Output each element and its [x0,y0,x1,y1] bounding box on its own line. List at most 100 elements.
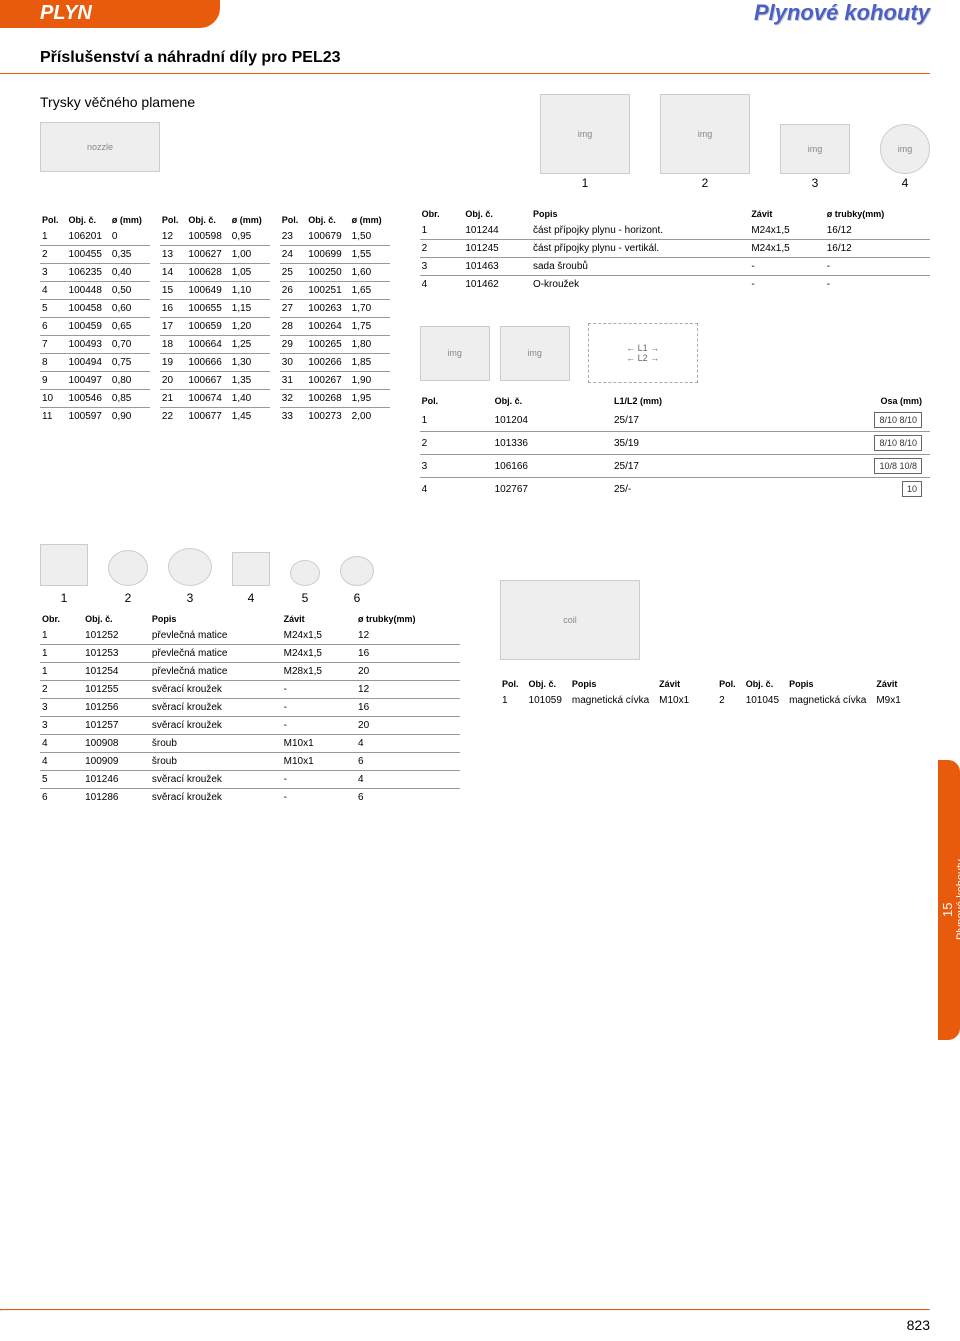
cell: 4 [40,753,83,771]
table-row: 1101244část přípojky plynu - horizont.M2… [420,222,930,240]
fitting-num: 2 [108,591,148,605]
side-tab-label: Plynové kohouty [955,860,960,941]
cell: 3 [420,455,493,478]
cell: 6 [356,789,460,807]
th-pol: Pol. [160,212,187,228]
cell: 12 [356,681,460,699]
cell: 100546 [67,390,110,408]
cell: 25/17 [612,455,772,478]
table-row: 61004590,65171006591,20281002641,75 [40,318,390,336]
th: Závit [282,611,356,627]
l1l2-diagram: ← L1 →← L2 → [588,323,698,383]
header: PLYN Plynové kohouty [0,0,960,45]
cell: - [282,681,356,699]
cell: 1,30 [230,354,270,372]
cell: 9 [40,372,67,390]
cell: 100627 [186,246,229,264]
cell: 29 [280,336,307,354]
cell: sada šroubů [531,258,749,276]
fitting-img-5 [290,560,320,586]
cell: 1 [40,645,83,663]
th-pol: Pol. [40,212,67,228]
cell: 5 [40,771,83,789]
cell: 0,35 [110,246,150,264]
th: Obj. č. [463,206,531,222]
table-row: 2101245část přípojky plynu - vertikál.M2… [420,240,930,258]
cell: 100459 [67,318,110,336]
table-row: 210133635/198/10 8/10 [420,432,930,455]
cell: 4 [40,282,67,300]
cell: 1,80 [350,336,390,354]
cell: 100667 [186,372,229,390]
cell: 2 [420,240,464,258]
table-row: 1101253převlečná maticeM24x1,516 [40,645,460,663]
img-label-3: 3 [780,176,850,190]
cell: 106166 [493,455,612,478]
table-row: 81004940,75191006661,30301002661,85 [40,354,390,372]
cell: 100494 [67,354,110,372]
table-row: 2101045magnetická cívkaM9x1 [717,692,909,709]
cell: svěrací kroužek [150,789,282,807]
coil-image: coil [500,580,640,660]
th-obj: Obj. č. [186,212,229,228]
table-row: 111005970,90221006771,45331002732,00 [40,408,390,426]
th: Obj. č. [493,393,612,409]
side-page-num: 15 [940,790,955,1030]
table-row: 1101059magnetická cívkaM10x1 [500,692,697,709]
th-mm: ø (mm) [110,212,150,228]
cell: 101254 [83,663,150,681]
section-tab-title: PLYN [0,0,220,25]
cell: 106201 [67,228,110,246]
cell: 27 [280,300,307,318]
cell: 30 [280,354,307,372]
th: ø trubky(mm) [825,206,930,222]
cell: 5 [40,300,67,318]
cell-diagram: 8/10 8/10 [772,432,930,455]
part-image-1: img [540,94,630,174]
cell: 100267 [306,372,349,390]
nut-image-a: img [420,326,490,381]
cell: 16/12 [825,222,930,240]
cell: 100649 [186,282,229,300]
cell: 4 [420,276,464,294]
cell: 100655 [186,300,229,318]
cell: 16 [356,645,460,663]
cell: 0,60 [110,300,150,318]
cell: 100448 [67,282,110,300]
table-row: 51004580,60161006551,15271002631,70 [40,300,390,318]
cell: 19 [160,354,187,372]
cell: 4 [356,735,460,753]
table-row: 4101462O-kroužek-- [420,276,930,294]
cell: M9x1 [874,692,908,709]
th-pol: Pol. [280,212,307,228]
content: Trysky věčného plamene nozzle img1 img2 … [0,74,960,806]
cell: 0,85 [110,390,150,408]
fitting-num: 3 [168,591,212,605]
cell: M24x1,5 [282,627,356,645]
cell: převlečná matice [150,627,282,645]
fitting-img-3 [168,548,212,586]
cell: 24 [280,246,307,264]
cell: 1,65 [350,282,390,300]
cell-diagram: 10/8 10/8 [772,455,930,478]
l1l2-table: Pol. Obj. č. L1/L2 (mm) Osa (mm) 1101204… [420,393,930,500]
th: Popis [570,676,657,692]
footer-page-number: 823 [907,1317,930,1333]
cell: 1,10 [230,282,270,300]
cell: 12 [160,228,187,246]
cell: 0 [110,228,150,246]
table-row: 41004480,50151006491,10261002511,65 [40,282,390,300]
cell: 100699 [306,246,349,264]
cell: 25/- [612,478,772,501]
cell: 100598 [186,228,229,246]
fitting-num: 6 [340,591,374,605]
fitting-img-2 [108,550,148,586]
cell: 33 [280,408,307,426]
cell: šroub [150,753,282,771]
table-row: 71004930,70181006641,25291002651,80 [40,336,390,354]
cell: 101462 [463,276,531,294]
cell: 0,95 [230,228,270,246]
cell: převlečná matice [150,663,282,681]
cell: 32 [280,390,307,408]
cell: 101252 [83,627,150,645]
